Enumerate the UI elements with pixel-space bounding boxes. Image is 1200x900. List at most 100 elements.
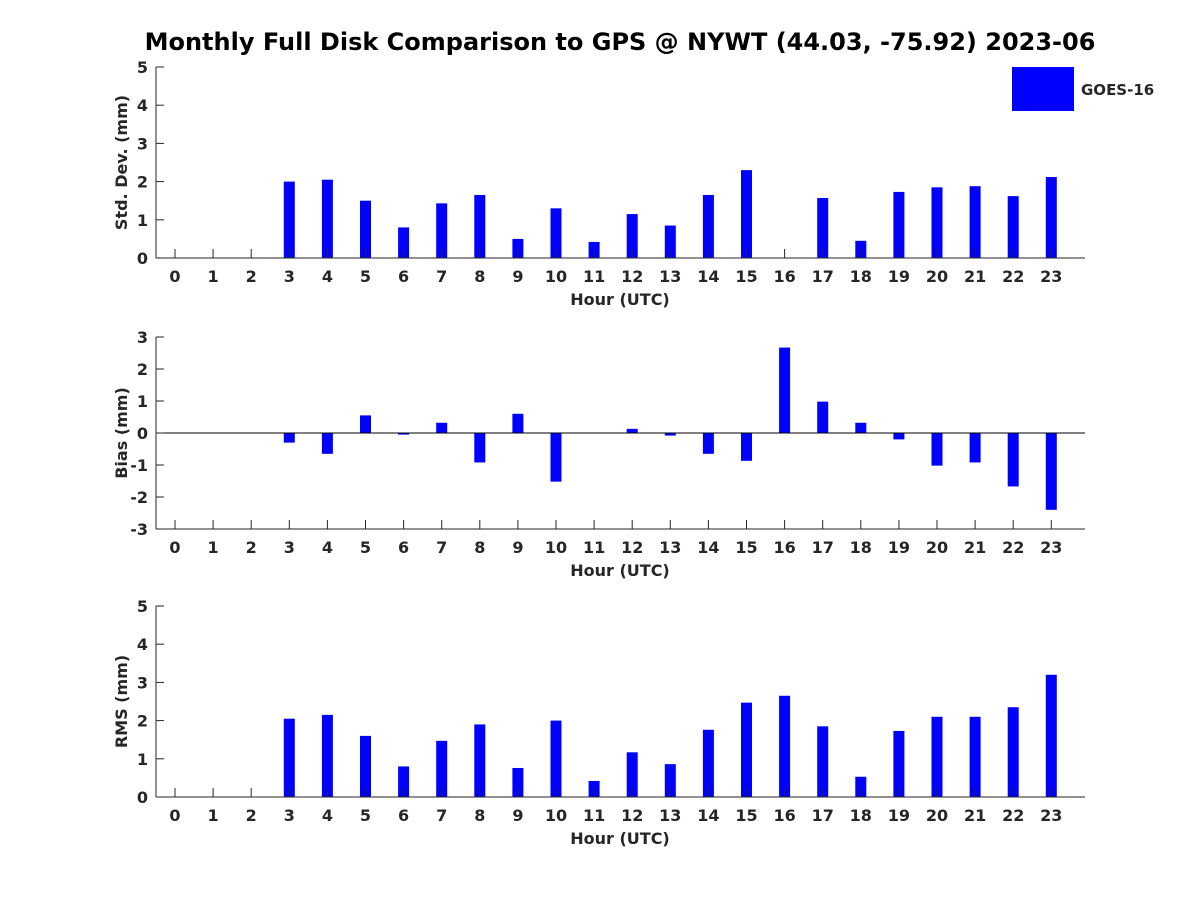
x-tick-label: 4 [322,806,333,825]
x-tick-label: 19 [888,538,910,557]
y-tick-label: 1 [137,392,148,411]
x-tick-label: 10 [545,267,567,286]
x-tick-label: 6 [398,538,409,557]
bar-hour-6 [398,766,410,797]
x-tick-label: 18 [850,806,872,825]
bar-hour-3 [283,718,295,797]
bar-hour-4 [321,433,333,454]
x-tick-label: 3 [284,267,295,286]
y-tick-label: 2 [137,712,148,731]
x-tick-label: 0 [169,267,180,286]
bar-hour-9 [512,238,524,258]
x-tick-label: 21 [964,806,986,825]
x-tick-label: 7 [436,806,447,825]
x-tick-label: 15 [735,267,757,286]
y-tick-label: 5 [137,58,148,77]
bar-hour-8 [474,724,486,797]
y-tick-label: 1 [137,211,148,230]
x-tick-label: 14 [697,538,719,557]
bar-hour-22 [1007,433,1019,487]
x-tick-label: 9 [512,538,523,557]
x-tick-label: 6 [398,806,409,825]
bar-hour-9 [512,413,524,433]
y-axis-label: Bias (mm) [112,387,131,479]
x-tick-label: 2 [246,267,257,286]
x-tick-label: 14 [697,267,719,286]
x-tick-label: 20 [926,806,948,825]
bar-hour-8 [474,433,486,463]
x-tick-label: 20 [926,538,948,557]
bar-hour-5 [360,415,371,433]
bar-hour-14 [702,194,714,258]
bar-hour-23 [1045,674,1057,797]
x-tick-label: 17 [812,538,834,557]
x-tick-label: 3 [284,806,295,825]
x-tick-label: 21 [964,267,986,286]
bar-hour-22 [1007,707,1019,797]
y-tick-label: 2 [137,173,148,192]
x-tick-label: 17 [812,267,834,286]
x-tick-label: 18 [850,267,872,286]
x-tick-label: 20 [926,267,948,286]
x-tick-label: 15 [735,538,757,557]
bar-hour-20 [931,716,943,797]
bar-hour-17 [817,401,829,433]
x-tick-label: 11 [583,267,605,286]
x-tick-label: 12 [621,806,643,825]
x-tick-label: 23 [1040,538,1062,557]
bar-hour-10 [550,208,562,258]
x-tick-label: 1 [208,538,219,557]
bar-hour-8 [474,194,486,258]
y-tick-label: 5 [137,597,148,616]
bar-hour-23 [1045,177,1057,258]
bar-hour-15 [741,170,752,258]
x-tick-label: 13 [659,538,681,557]
legend-label: GOES-16 [1081,81,1154,99]
bar-hour-19 [893,191,905,258]
x-tick-label: 23 [1040,267,1062,286]
x-tick-label: 22 [1002,538,1024,557]
bar-hour-12 [626,214,638,258]
figure-title: Monthly Full Disk Comparison to GPS @ NY… [144,28,1096,56]
y-tick-label: 0 [137,249,148,268]
bar-hour-6 [398,227,410,258]
x-tick-label: 19 [888,806,910,825]
bar-hour-21 [969,186,981,258]
x-tick-label: 16 [773,267,795,286]
x-tick-label: 15 [735,806,757,825]
y-tick-label: 4 [137,96,148,115]
bar-hour-21 [969,433,981,463]
bar-hour-13 [664,225,676,258]
bar-hour-10 [550,433,562,482]
y-tick-label: -1 [130,456,148,475]
x-tick-label: 1 [208,267,219,286]
bar-hour-4 [321,179,333,258]
x-tick-label: 22 [1002,806,1024,825]
x-tick-label: 13 [659,267,681,286]
x-tick-label: 9 [512,267,523,286]
x-tick-label: 5 [360,267,371,286]
bar-hour-9 [512,767,524,797]
bar-hour-13 [664,433,676,436]
bar-hour-12 [626,428,638,433]
bar-hour-19 [893,433,905,440]
x-tick-label: 10 [545,806,567,825]
x-tick-label: 4 [322,538,333,557]
x-tick-label: 5 [360,806,371,825]
bar-hour-15 [741,702,752,797]
x-axis-label: Hour (UTC) [570,290,670,309]
x-tick-label: 4 [322,267,333,286]
x-tick-label: 5 [360,538,371,557]
y-tick-label: 3 [137,673,148,692]
x-tick-label: 8 [474,267,485,286]
y-tick-label: -2 [130,488,148,507]
bar-hour-7 [436,740,448,797]
x-tick-label: 11 [583,538,605,557]
legend-swatch [1012,67,1074,111]
bar-hour-20 [931,433,943,466]
bar-hour-18 [855,776,867,797]
